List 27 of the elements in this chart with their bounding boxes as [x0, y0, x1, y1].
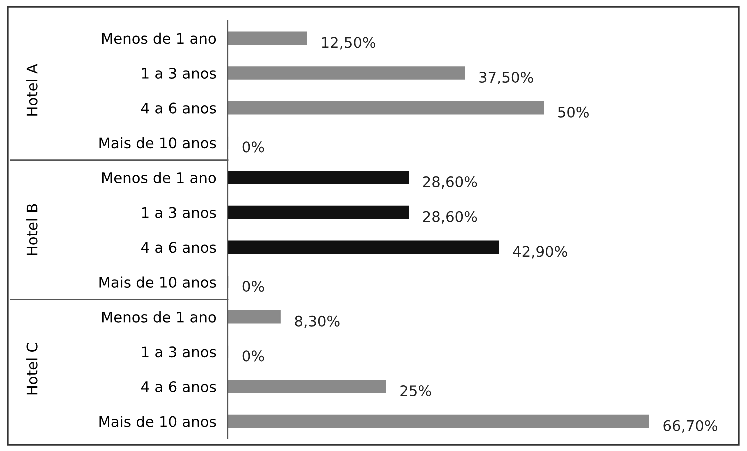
data-label: 8,30%: [295, 316, 340, 328]
data-label: 66,70%: [664, 420, 718, 433]
y-tick-label: Menos de 1 ano: [102, 32, 216, 44]
y-tick-label: 1 a 3 anos: [142, 207, 216, 218]
y-tick-label: Menos de 1 ano: [102, 172, 216, 184]
y-tick-label: Mais de 10 anos: [100, 137, 216, 149]
data-label: 37,50%: [480, 72, 534, 85]
data-label: 0%: [242, 281, 264, 292]
text: Hotel C: [26, 343, 38, 395]
y-tick-label: 1 a 3 anos: [142, 68, 216, 79]
data-label: 28,60%: [423, 176, 478, 190]
data-label: 25%: [400, 386, 432, 397]
y-tick-label: 4 a 6 anos: [142, 242, 216, 254]
y-tick-label: Mais de 10 anos: [100, 416, 216, 428]
data-label: 28,60%: [423, 211, 478, 224]
data-label: 42,90%: [513, 246, 568, 259]
y-tick-label: 4 a 6 anos: [142, 381, 216, 392]
data-label: 0%: [242, 142, 264, 153]
y-tick-label: Menos de 1 ano: [102, 312, 216, 323]
text: Hotel B: [26, 204, 38, 256]
y-tick-label: Mais de 10 anos: [100, 276, 216, 288]
y-tick-label: 1 a 3 anos: [142, 346, 216, 358]
data-label: 50%: [558, 106, 589, 118]
data-label: 12,50%: [322, 37, 376, 50]
text: Hotel A: [26, 64, 38, 116]
data-label: 0%: [242, 350, 264, 362]
y-tick-label: 4 a 6 anos: [142, 102, 216, 114]
